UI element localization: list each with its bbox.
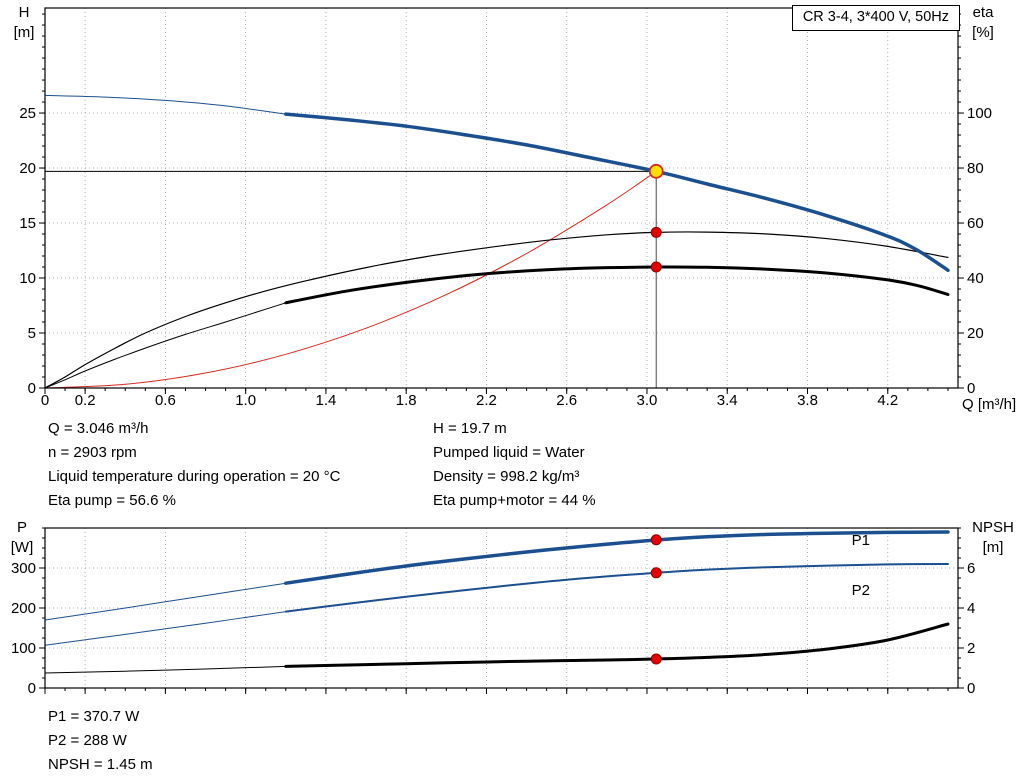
y-left-axis-unit: [W]: [11, 539, 34, 556]
y-left-axis-unit: [m]: [14, 24, 35, 41]
p2-curve: [284, 563, 949, 613]
duty-point[interactable]: [648, 163, 664, 179]
info-line: n = 2903 rpm: [48, 444, 137, 461]
system-curve: [44, 170, 657, 389]
npsh-extension: [44, 665, 287, 674]
x-tick-label: 3.4: [717, 392, 738, 409]
info-line: NPSH = 1.45 m: [48, 756, 153, 773]
y-right-tick-label: 20: [967, 325, 984, 342]
upper-info-column-left: Q = 3.046 m³/h n = 2903 rpm Liquid tempera…: [48, 417, 340, 513]
x-tick-label: 4.2: [877, 392, 898, 409]
x-tick-label: 3.0: [637, 392, 658, 409]
y-right-tick-label: 60: [967, 215, 984, 232]
eta-pump-curve: [44, 231, 949, 389]
p2-label: P2: [852, 582, 870, 599]
qh-extension: [44, 94, 287, 115]
y-left-tick-label: 0: [28, 680, 36, 697]
qh-curve: [284, 112, 950, 273]
lower-chart: 0 100 200 300 0 2 4 6 P1 P2 P [W] NPSH [m]: [11, 519, 1014, 697]
y-left-tick-label: 20: [19, 160, 36, 177]
p1-label: P1: [852, 532, 870, 549]
y-right-tick-label: 6: [967, 560, 975, 577]
npsh-point: [650, 653, 662, 665]
x-tick-label: 2.6: [556, 392, 577, 409]
info-line: H = 19.7 m: [433, 420, 507, 437]
y-left-axis-title: P: [17, 519, 27, 536]
y-right-tick-label: 40: [967, 270, 984, 287]
eta-pump-motor-curve: [284, 265, 950, 305]
p2-point: [650, 567, 662, 579]
info-line: P2 = 288 W: [48, 732, 127, 749]
info-line: P1 = 370.7 W: [48, 708, 140, 725]
lower-info-column: P1 = 370.7 W P2 = 288 W NPSH = 1.45 m: [48, 705, 153, 777]
y-left-tick-label: 100: [11, 640, 36, 657]
y-right-tick-label: 2: [967, 640, 975, 657]
upper-chart: 0 0.2 0.6 1.0 1.4 1.8 2.2 2.6 3.0 3.4 3.8 4.2 0 5 10 15…: [14, 4, 1017, 413]
x-axis-title: Q [m³/h]: [962, 396, 1016, 413]
y-right-axis-unit: [%]: [972, 24, 994, 41]
npsh-curve: [284, 622, 950, 668]
plot-frame: [44, 7, 959, 389]
y-left-tick-label: 15: [19, 215, 36, 232]
y-right-tick-label: 0: [967, 680, 975, 697]
info-line: Pumped liquid = Water: [433, 444, 585, 461]
y-left-axis-title: H: [19, 4, 30, 21]
x-tick-label: 0: [41, 392, 49, 409]
y-right-tick-label: 4: [967, 600, 975, 617]
eta-pump-motor-point: [650, 261, 662, 273]
x-tick-label: 0.6: [155, 392, 176, 409]
eta-pump-motor-extension: [44, 302, 287, 389]
y-left-tick-label: 10: [19, 270, 36, 287]
y-left-tick-label: 25: [19, 105, 36, 122]
y-right-tick-label: 100: [967, 105, 992, 122]
pump-title-box: CR 3-4, 3*400 V, 50Hz: [791, 5, 960, 31]
y-right-axis-title: eta: [973, 4, 995, 21]
y-right-axis-title: NPSH: [972, 519, 1014, 536]
y-right-axis-unit: [m]: [983, 539, 1004, 556]
x-tick-label: 1.4: [315, 392, 336, 409]
y-right-tick-label: 80: [967, 160, 984, 177]
y-right-tick-label: 0: [967, 380, 975, 397]
info-line: Eta pump = 56.6 %: [48, 492, 176, 509]
info-line: Q = 3.046 m³/h: [48, 420, 149, 437]
x-tick-label: 1.8: [396, 392, 417, 409]
info-line: Density = 998.2 kg/m³: [433, 468, 580, 485]
upper-info-column-right: H = 19.7 m Pumped liquid = Water Density =…: [433, 417, 596, 513]
p1-extension: [44, 582, 287, 621]
info-line: Eta pump+motor = 44 %: [433, 492, 596, 509]
y-left-tick-label: 5: [28, 325, 36, 342]
p1-curve: [284, 530, 950, 585]
x-tick-label: 2.2: [476, 392, 497, 409]
info-line: Liquid temperature during operation = 20…: [48, 468, 341, 485]
x-tick-label: 3.8: [797, 392, 818, 409]
eta-pump-point: [650, 226, 662, 238]
x-tick-label: 1.0: [235, 392, 256, 409]
x-tick-label: 0.2: [75, 392, 96, 409]
p2-extension: [44, 611, 287, 646]
y-left-tick-label: 300: [11, 560, 36, 577]
y-left-tick-label: 0: [28, 380, 36, 397]
y-left-tick-label: 200: [11, 600, 36, 617]
p1-point: [650, 534, 662, 546]
